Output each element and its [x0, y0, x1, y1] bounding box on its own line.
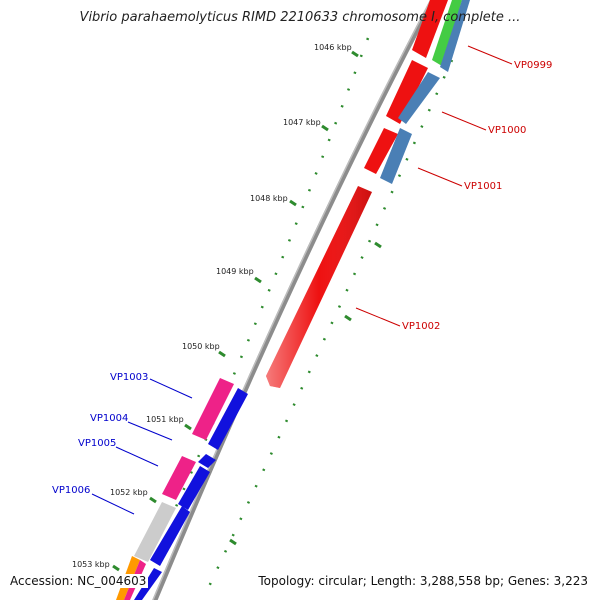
gene-track-left — [116, 378, 248, 600]
gene-label-vp1003[interactable]: VP1003 — [110, 372, 148, 383]
gene-label-vp1004[interactable]: VP1004 — [90, 413, 128, 424]
gene-vp1003-b[interactable] — [208, 388, 248, 450]
gene-vp0999-strand2[interactable] — [432, 0, 462, 66]
gene-vp1004[interactable] — [198, 454, 216, 468]
chromosome-backbone — [152, 0, 436, 600]
tick-label-1046: 1046 kbp — [314, 43, 352, 52]
gene-vp1005-b[interactable] — [178, 466, 210, 510]
gene-track-right — [266, 0, 470, 388]
gene-vp1006-b[interactable] — [150, 506, 190, 566]
gene-label-vp1000[interactable]: VP1000 — [488, 125, 526, 136]
gene-label-vp1001[interactable]: VP1001 — [464, 181, 502, 192]
gene-vp1000-b[interactable] — [398, 72, 440, 124]
tick-label-1047: 1047 kbp — [283, 118, 321, 127]
gene-vp1002-shade — [266, 186, 372, 388]
tick-label-1049: 1049 kbp — [216, 267, 254, 276]
tick-label-1050: 1050 kbp — [182, 342, 220, 351]
tick-label-1053: 1053 kbp — [72, 560, 110, 569]
gene-label-vp1006[interactable]: VP1006 — [52, 485, 90, 496]
gene-vp1001-b[interactable] — [380, 128, 412, 184]
gene-label-vp1002[interactable]: VP1002 — [402, 321, 440, 332]
gene-label-vp1005[interactable]: VP1005 — [78, 438, 116, 449]
tick-label-1051: 1051 kbp — [146, 415, 184, 424]
chromosome-backbone-highlight — [152, 0, 432, 600]
major-ticks — [112, 50, 382, 572]
tick-label-1052: 1052 kbp — [110, 488, 148, 497]
gene-vp0999-strand3[interactable] — [440, 0, 470, 72]
label-leaders-red — [355, 45, 513, 327]
summary-text: Topology: circular; Length: 3,288,558 bp… — [256, 574, 590, 588]
tick-labels: 1046 kbp 1047 kbp 1048 kbp 1049 kbp 1050… — [72, 43, 352, 569]
gene-vp1003[interactable] — [192, 378, 234, 440]
gene-vp1006[interactable] — [134, 502, 176, 562]
map-title: Vibrio parahaemolyticus RIMD 2210633 chr… — [79, 10, 521, 25]
gene-vp1001[interactable] — [364, 128, 398, 174]
gene-label-vp0999[interactable]: VP0999 — [514, 60, 552, 71]
label-leaders-blue — [91, 378, 193, 515]
gene-labels: VP0999 VP1000 VP1001 VP1002 VP1003 VP100… — [52, 60, 552, 496]
gene-vp1000[interactable] — [386, 60, 428, 124]
accession-text: Accession: NC_004603 — [8, 574, 149, 588]
outer-tick-track — [168, 37, 370, 521]
gene-vp0999[interactable] — [412, 0, 448, 58]
tick-label-1048: 1048 kbp — [250, 194, 288, 203]
gene-vp1005[interactable] — [162, 456, 196, 500]
